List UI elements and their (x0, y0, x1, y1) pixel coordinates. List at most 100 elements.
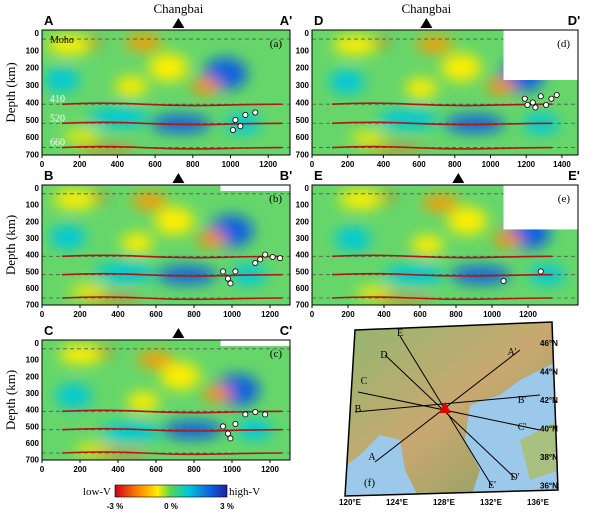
earthquake (229, 127, 236, 134)
y-axis-title: Depth (km) (3, 62, 18, 122)
earthquake (262, 251, 269, 258)
anomaly (328, 70, 365, 94)
colorbar (114, 484, 228, 498)
earthquake (224, 275, 231, 282)
volcano-marker (172, 18, 185, 28)
anomaly (125, 34, 162, 51)
anomaly (378, 109, 439, 130)
depth-tick-label: 700 (296, 151, 310, 160)
anomaly (405, 78, 438, 99)
anomaly (100, 422, 161, 442)
anomalies (43, 34, 261, 152)
blank (220, 185, 290, 191)
depth-tick-label: 300 (296, 234, 310, 243)
layer-label: Moho (50, 35, 74, 46)
x-tick-label: 400 (111, 465, 125, 474)
profile-start: E (314, 168, 323, 183)
layer-label: 520 (50, 113, 65, 124)
topography (61, 145, 283, 150)
earthquake (227, 435, 234, 442)
colorbar-low: low-V (83, 486, 111, 498)
anomalies (55, 344, 273, 457)
depth-tick-label: 0 (35, 184, 40, 193)
depth-tick-label: 100 (296, 201, 310, 210)
frame (41, 29, 291, 156)
topography (331, 296, 553, 301)
earthquake (232, 420, 239, 427)
depth-tick-label: 700 (296, 301, 310, 310)
x-tick-label: 600 (149, 310, 163, 319)
earthquake (227, 280, 234, 287)
panel: 0 200 400 600 800 1000 1200 0 100 200 300 400 500 600… (3, 323, 292, 474)
earthquake (521, 95, 528, 102)
topography (61, 296, 283, 301)
depth-tick-label: 100 (26, 201, 40, 210)
profile-label: C' (518, 422, 527, 433)
panel-label: (a) (270, 38, 283, 50)
panel-label: (b) (269, 193, 282, 205)
x-tick-label: 1200 (519, 310, 537, 319)
x-tick-label: 200 (341, 310, 355, 319)
depth-tick-label: 300 (26, 234, 40, 243)
anomaly (191, 78, 220, 95)
depth-tick-label: 200 (26, 64, 40, 73)
topography (331, 121, 553, 126)
lat-label: 42°N (540, 396, 558, 405)
x-tick-label: 1000 (223, 310, 241, 319)
profile-label: B' (518, 395, 527, 406)
frame (41, 184, 291, 306)
anomaly (160, 362, 201, 390)
x-tick-label: 600 (149, 465, 163, 474)
earthquake (277, 255, 284, 262)
anomaly (447, 207, 488, 235)
anomaly (69, 285, 106, 297)
earthquake (537, 268, 544, 275)
colorbar-tick: -3 % (107, 502, 123, 511)
x-tick-label: 800 (449, 310, 463, 319)
tomo (312, 185, 578, 305)
anomaly (55, 384, 92, 408)
depth-tick-label: 500 (26, 267, 40, 276)
earthquake (262, 411, 269, 418)
anomaly (88, 107, 149, 128)
japan (520, 420, 558, 480)
lat-label: 40°N (540, 425, 558, 434)
profile-label: E (397, 328, 403, 339)
anomaly (63, 130, 100, 143)
earthquake (232, 268, 239, 275)
anomaly (94, 263, 155, 283)
volcano-marker (172, 173, 185, 183)
x-tick-label: 200 (73, 160, 87, 169)
depth-tick-label: 200 (26, 217, 40, 226)
depth-tick-label: 700 (26, 456, 40, 465)
earthquake (220, 268, 227, 275)
profile-end: C' (280, 323, 292, 338)
depth-tick-label: 0 (35, 339, 40, 348)
anomaly (148, 53, 189, 82)
x-tick-label: 400 (111, 160, 125, 169)
tomo (42, 30, 290, 155)
map-label: (f) (364, 477, 375, 489)
anomaly (444, 114, 505, 133)
blank (220, 340, 290, 346)
depth-tick-label: 500 (26, 116, 40, 125)
profile-label: D' (510, 472, 519, 483)
y-axis-title: Depth (km) (3, 215, 18, 275)
profile-label: D (380, 350, 387, 361)
volcano-marker (452, 173, 465, 183)
anomaly (137, 352, 174, 368)
colorbar-high: high-V (229, 486, 260, 498)
x-tick-label: 400 (377, 160, 391, 169)
depth-tick-label: 100 (26, 46, 40, 55)
anomaly (94, 193, 106, 201)
earthquake (537, 93, 544, 100)
topography (331, 145, 553, 150)
profile-end: A' (280, 13, 292, 28)
panel: 0 200 400 600 800 1000 1200 0 100 200 300 400 500 600… (3, 168, 292, 319)
anomaly (156, 266, 217, 284)
x-tick-label: 1200 (517, 160, 535, 169)
anomaly (338, 189, 383, 210)
depth-tick-label: 500 (26, 422, 40, 431)
x-tick-label: 1200 (261, 465, 279, 474)
volcano-name: Changbai (153, 1, 203, 16)
